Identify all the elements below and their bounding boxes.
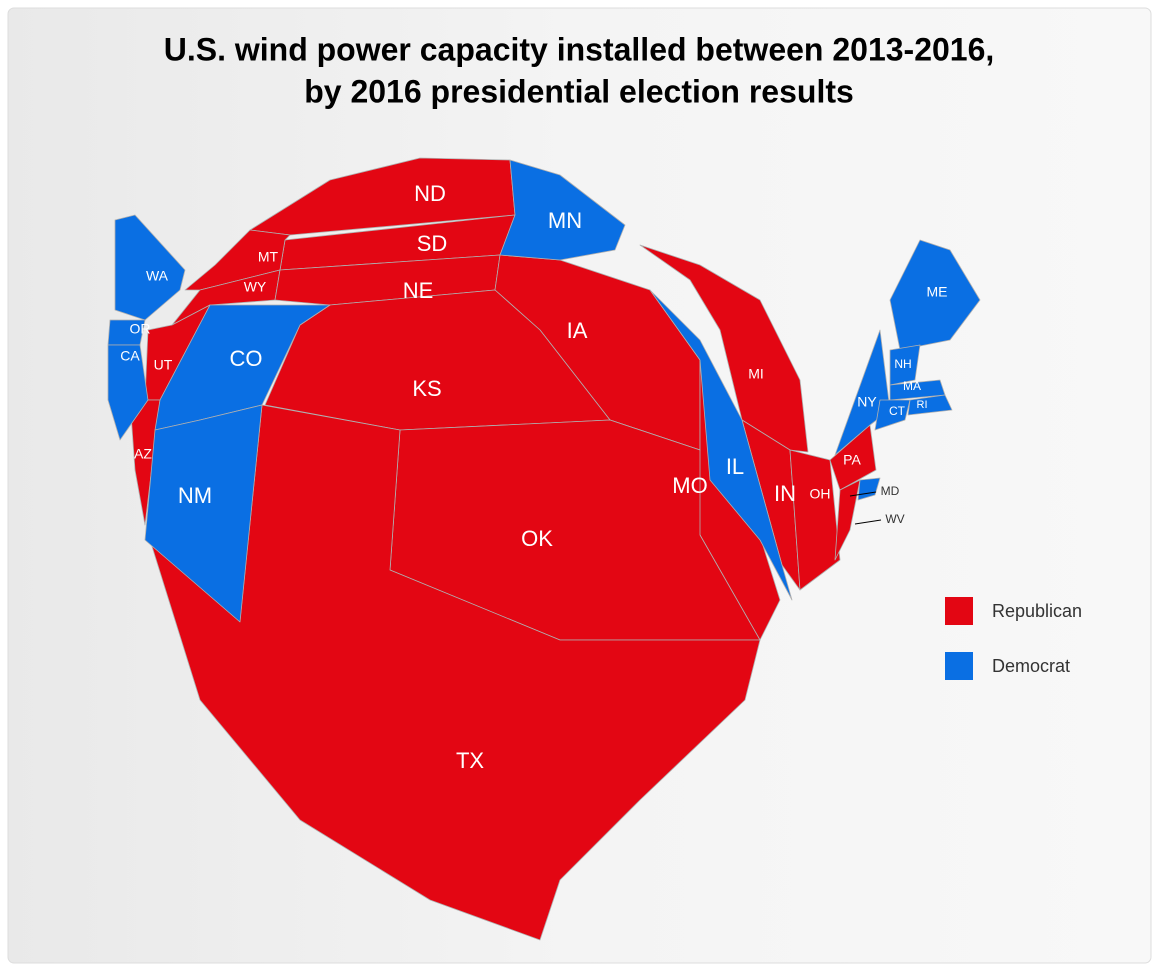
- map: U.S. wind power capacity installed betwe…: [0, 0, 1159, 970]
- state-label: WV: [885, 512, 904, 526]
- state-label: WY: [244, 279, 267, 295]
- state-label: ND: [414, 181, 446, 206]
- state-label: CO: [230, 346, 263, 371]
- legend-label: Democrat: [992, 656, 1070, 676]
- state-label: AZ: [134, 446, 152, 462]
- state-label: MA: [903, 379, 921, 393]
- state-label: UT: [154, 357, 173, 373]
- state-label: RI: [917, 399, 928, 411]
- state-label: NM: [178, 483, 212, 508]
- state-label: MD: [881, 484, 900, 498]
- state-label: PA: [843, 452, 861, 468]
- state-label: NH: [894, 357, 911, 371]
- state-label: CT: [889, 404, 906, 418]
- state-label: OR: [130, 321, 151, 337]
- state-label: TX: [456, 748, 484, 773]
- title-line: by 2016 presidential election results: [304, 73, 854, 109]
- state-label: MI: [748, 366, 764, 382]
- legend-swatch: [945, 652, 973, 680]
- state-label: NE: [403, 278, 434, 303]
- state-label: MO: [672, 473, 707, 498]
- state-label: MN: [548, 208, 582, 233]
- state-label: IN: [774, 481, 796, 506]
- state-label: OK: [521, 526, 553, 551]
- state-label: IL: [726, 454, 744, 479]
- page: U.S. wind power capacity installed betwe…: [0, 0, 1159, 970]
- state-label: WA: [146, 268, 169, 284]
- state-label: OH: [810, 486, 831, 502]
- state-label: ME: [927, 284, 948, 300]
- legend-swatch: [945, 597, 973, 625]
- state-label: SD: [417, 231, 448, 256]
- state-label: NY: [857, 394, 877, 410]
- state-label: KS: [412, 376, 441, 401]
- state-label: IA: [567, 318, 588, 343]
- state-label: CA: [120, 348, 140, 364]
- state-label: MT: [258, 249, 279, 265]
- legend-label: Republican: [992, 601, 1082, 621]
- title-line: U.S. wind power capacity installed betwe…: [164, 31, 995, 67]
